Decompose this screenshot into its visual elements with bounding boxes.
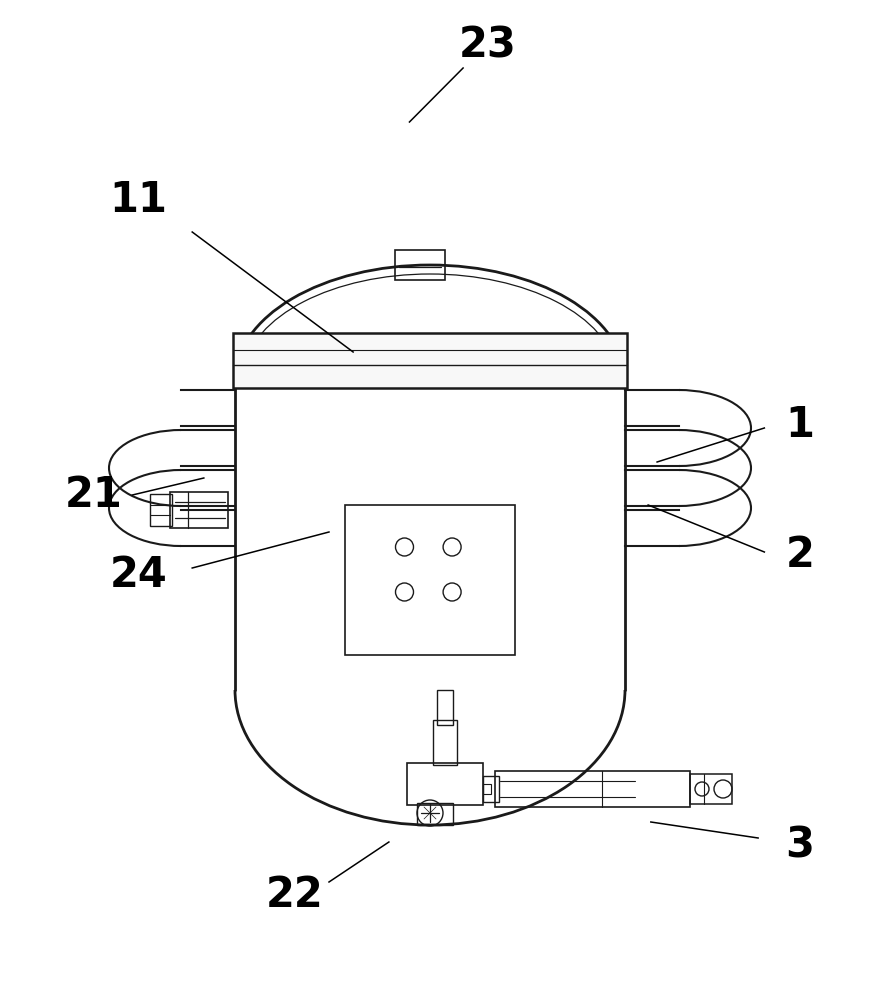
Bar bbox=[437, 690, 453, 725]
Bar bbox=[395, 250, 445, 280]
Text: 2: 2 bbox=[786, 534, 814, 576]
Bar bbox=[433, 720, 457, 765]
Text: 3: 3 bbox=[786, 824, 814, 866]
Bar bbox=[483, 784, 491, 794]
Text: 21: 21 bbox=[65, 474, 122, 516]
Bar bbox=[345, 505, 515, 655]
Bar bbox=[495, 771, 690, 807]
Bar bbox=[690, 774, 732, 804]
Bar bbox=[417, 803, 453, 825]
Bar bbox=[233, 332, 627, 387]
Bar bbox=[170, 492, 228, 528]
Bar bbox=[483, 776, 499, 802]
Text: 23: 23 bbox=[459, 24, 516, 66]
Text: 11: 11 bbox=[110, 179, 167, 221]
Bar bbox=[150, 494, 172, 526]
Text: 24: 24 bbox=[110, 554, 167, 596]
Text: 1: 1 bbox=[786, 404, 814, 446]
Bar bbox=[407, 763, 483, 805]
Text: 22: 22 bbox=[266, 874, 324, 916]
